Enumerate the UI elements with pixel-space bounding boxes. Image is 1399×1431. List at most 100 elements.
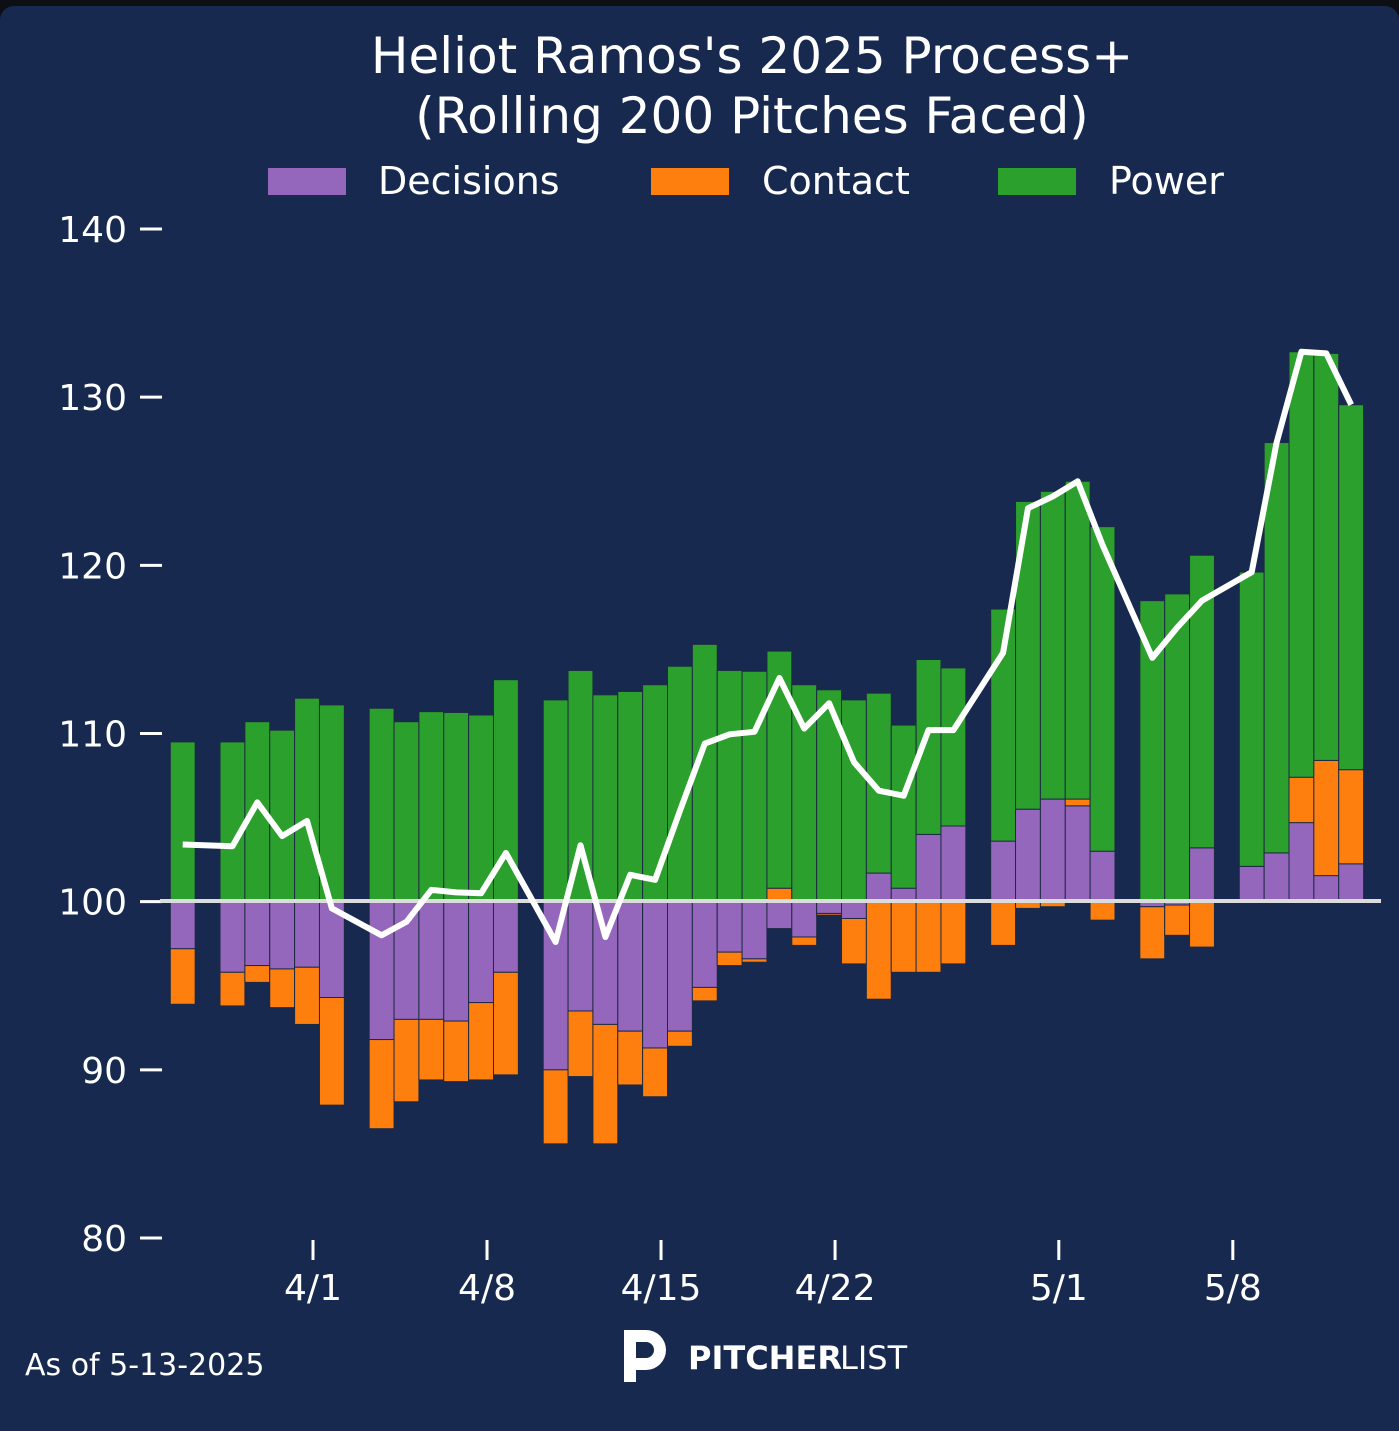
bar-power-4-11: [542, 699, 569, 903]
bars: [169, 351, 1365, 1145]
bar-power-3-31: [269, 729, 296, 903]
bar-contact-4-9: [492, 971, 519, 1076]
legend-swatch-contact: [651, 168, 729, 195]
bar-contact-4-12: [567, 1010, 594, 1078]
bar-contact-4-13: [592, 1023, 619, 1145]
bar-contact-4-11: [542, 1069, 569, 1145]
bar-power-4-8: [468, 714, 494, 903]
logo-text-bold: PITCHER: [688, 1339, 842, 1377]
bar-contact-4-29: [990, 901, 1017, 946]
bar-contact-5-12: [1313, 759, 1340, 877]
bar-contact-4-1: [294, 966, 320, 1025]
bar-decisions-4-17: [691, 901, 718, 988]
bar-contact-5-11: [1288, 776, 1315, 824]
legend-label-decisions: Decisions: [378, 159, 560, 203]
bar-decisions-4-29: [990, 840, 1017, 903]
bar-decisions-5-7: [1189, 847, 1215, 903]
chart-title: Heliot Ramos's 2025 Process+: [371, 27, 1133, 85]
bar-decisions-4-19: [741, 901, 768, 960]
bar-power-4-13: [592, 694, 619, 903]
x-tick-label: 4/8: [458, 1268, 516, 1309]
process-plus-line: [182, 348, 1354, 945]
bar-decisions-4-26: [915, 833, 942, 903]
bar-decisions-4-27: [940, 825, 967, 903]
bar-power-4-18: [716, 669, 743, 903]
bar-power-4-27: [940, 667, 967, 827]
bar-contact-4-27: [940, 901, 967, 965]
y-tick-label: 80: [81, 1219, 127, 1260]
legend-swatch-power: [998, 168, 1076, 195]
bar-contact-4-19: [741, 958, 768, 963]
pitcherlist-p-icon: [624, 1330, 666, 1382]
bar-decisions-4-23: [841, 901, 867, 919]
bar-power-4-25: [890, 724, 917, 889]
bar-power-5-7: [1189, 554, 1215, 849]
x-axis: 4/1 4/8 4/15 4/22 5/1 5/8: [284, 1240, 1262, 1309]
bar-contact-4-8: [468, 1002, 494, 1081]
bar-decisions-5-12: [1313, 875, 1340, 903]
bar-contact-5-7: [1189, 901, 1215, 948]
bar-power-4-24: [865, 692, 892, 874]
bar-decisions-4-24: [865, 872, 892, 903]
logo-text-light: LIST: [840, 1339, 908, 1377]
bar-decisions-3-27: [169, 901, 196, 950]
bar-contact-4-2: [318, 997, 345, 1106]
bar-power-3-29: [219, 741, 246, 903]
bar-contact-5-6: [1164, 904, 1191, 936]
bar-decisions-5-13: [1338, 863, 1365, 903]
bar-power-3-27: [169, 741, 196, 903]
bar-power-4-15: [642, 684, 669, 903]
bar-decisions-4-30: [1015, 808, 1041, 903]
bar-power-5-1: [1039, 490, 1066, 800]
bar-decisions-3-30: [244, 901, 271, 967]
bar-contact-4-5: [393, 1018, 420, 1103]
bar-decisions-4-22: [816, 901, 843, 914]
bar-contact-4-26: [915, 901, 942, 973]
legend: Decisions Contact Power: [268, 159, 1224, 203]
bar-decisions-4-12: [567, 901, 594, 1012]
y-axis: 80 90 100 110 120 130 140: [58, 210, 162, 1260]
bar-contact-4-7: [443, 1020, 470, 1083]
bar-decisions-4-15: [642, 901, 669, 1049]
bar-contact-4-24: [865, 901, 892, 1000]
bar-decisions-4-7: [443, 901, 470, 1022]
bar-power-4-6: [418, 711, 445, 903]
bar-contact-4-6: [418, 1018, 445, 1081]
bar-power-5-2: [1064, 480, 1091, 800]
x-tick-label: 4/15: [621, 1268, 702, 1309]
bar-decisions-4-18: [716, 901, 743, 953]
bar-contact-4-4: [368, 1039, 395, 1130]
x-tick-label: 4/22: [795, 1268, 876, 1309]
bar-decisions-5-1: [1039, 798, 1066, 903]
legend-label-contact: Contact: [762, 159, 910, 203]
bar-power-4-4: [368, 707, 395, 903]
bar-decisions-3-31: [269, 901, 296, 970]
bar-decisions-5-9: [1238, 865, 1265, 903]
pitcherlist-logo: PITCHER LIST: [624, 1330, 908, 1382]
bar-decisions-4-8: [468, 901, 494, 1004]
y-tick-label: 90: [81, 1051, 127, 1092]
bar-contact-4-16: [667, 1030, 693, 1047]
bar-decisions-4-9: [492, 901, 519, 973]
bar-power-5-10: [1263, 442, 1290, 854]
bar-decisions-4-21: [791, 901, 818, 938]
bar-contact-5-13: [1338, 769, 1365, 865]
bar-decisions-4-4: [368, 901, 395, 1041]
x-tick-label: 4/1: [284, 1268, 342, 1309]
bar-power-4-23: [841, 699, 867, 903]
bar-decisions-5-2: [1064, 805, 1091, 903]
bar-power-4-5: [393, 721, 420, 903]
chart-subtitle: (Rolling 200 Pitches Faced): [415, 87, 1089, 145]
bar-contact-4-21: [791, 936, 818, 946]
y-tick-label: 130: [58, 378, 127, 419]
bar-decisions-3-29: [219, 901, 246, 973]
bar-decisions-4-6: [418, 901, 445, 1020]
bar-decisions-4-1: [294, 901, 320, 968]
as-of-date: As of 5-13-2025: [25, 1348, 264, 1383]
bar-contact-3-27: [169, 948, 196, 1005]
bar-power-4-1: [294, 697, 320, 903]
bar-power-5-9: [1238, 571, 1265, 867]
bar-decisions-5-11: [1288, 822, 1315, 903]
